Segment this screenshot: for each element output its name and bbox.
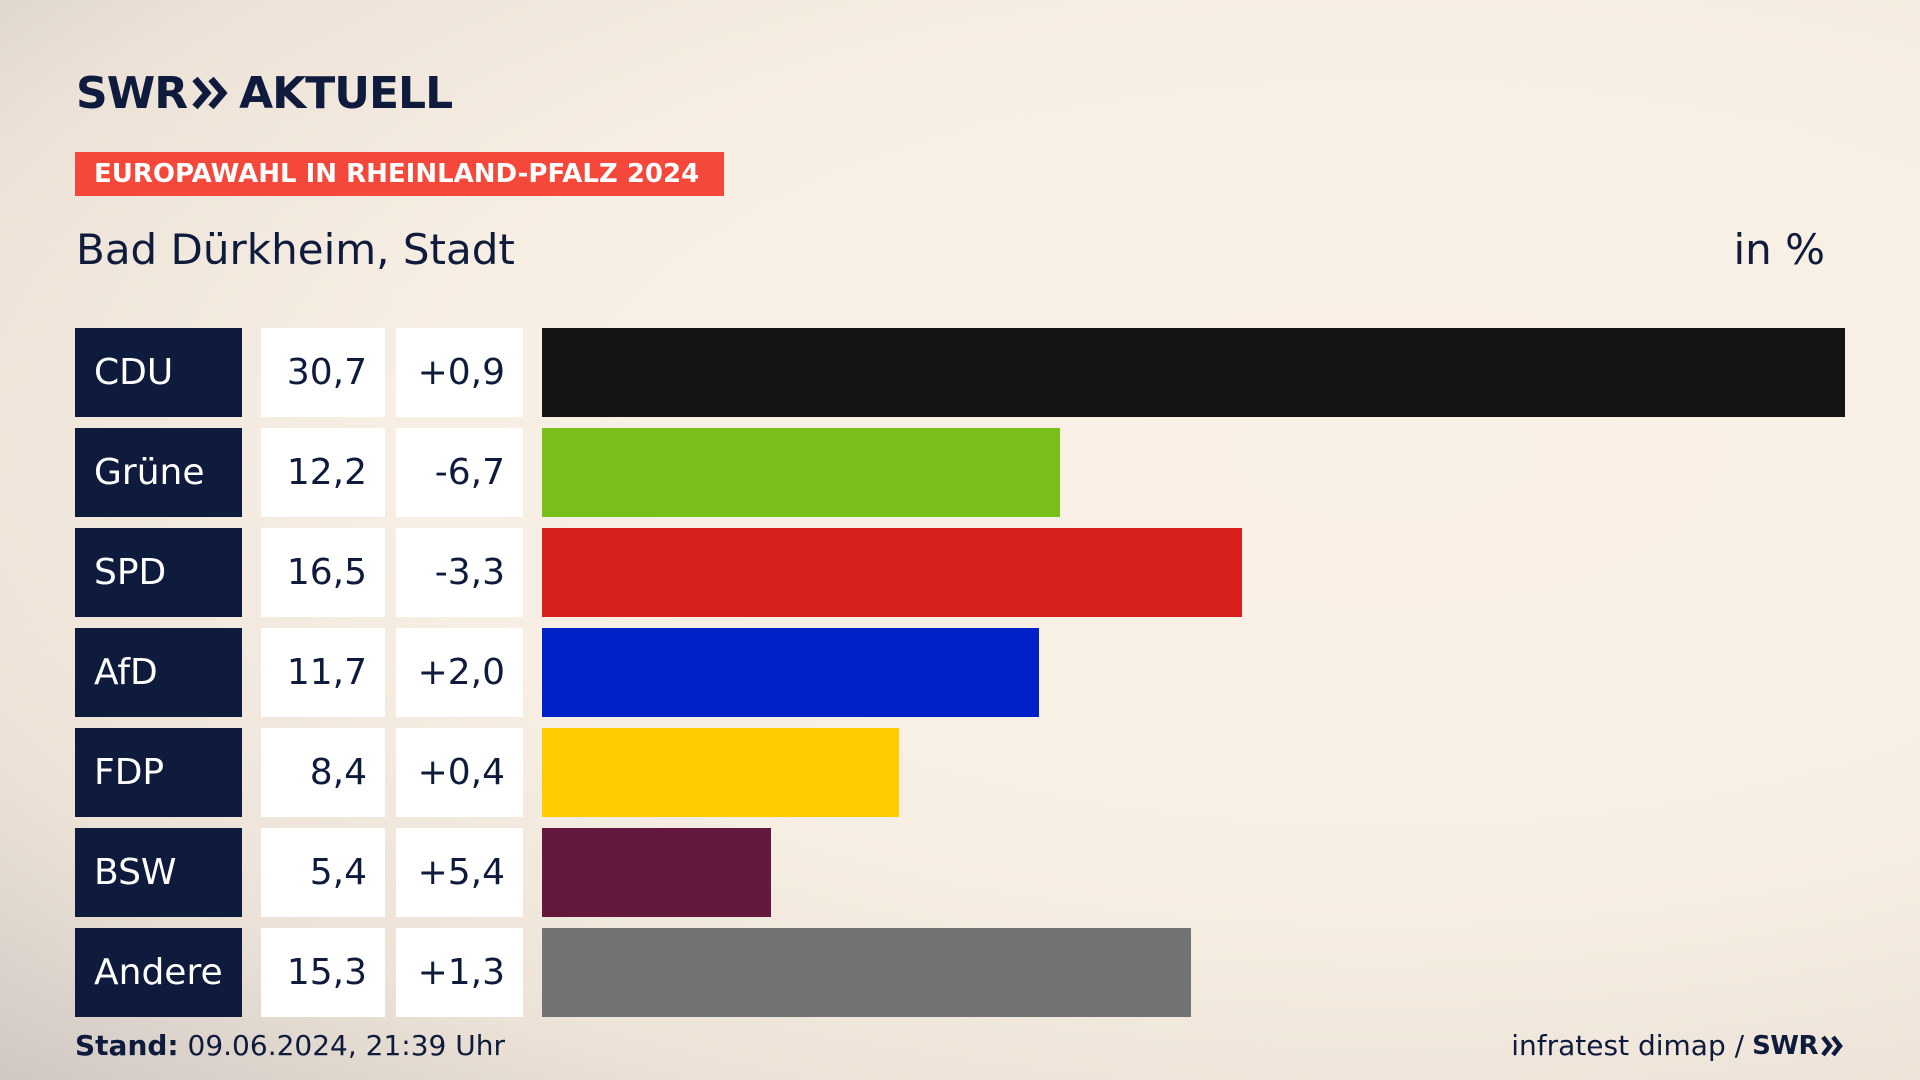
bar <box>542 928 1191 1017</box>
value-label: 8,4 <box>261 728 385 817</box>
value-label: 5,4 <box>261 828 385 917</box>
bar <box>542 428 1060 517</box>
value-label: 11,7 <box>261 628 385 717</box>
value-label: 30,7 <box>261 328 385 417</box>
diff-label: +1,3 <box>396 928 523 1017</box>
bar <box>542 728 899 817</box>
diff-label: +0,9 <box>396 328 523 417</box>
double-chevron-icon <box>1821 1035 1843 1057</box>
diff-label: +0,4 <box>396 728 523 817</box>
source-brand: SWR <box>1752 1031 1818 1061</box>
party-label: Andere <box>75 928 242 1017</box>
bar <box>542 628 1039 717</box>
diff-label: +5,4 <box>396 828 523 917</box>
diff-label: -6,7 <box>396 428 523 517</box>
double-chevron-icon <box>192 76 228 110</box>
stand-value: 09.06.2024, 21:39 Uhr <box>187 1029 505 1062</box>
result-row: SPD 16,5 -3,3 <box>75 528 1845 617</box>
diff-label: -3,3 <box>396 528 523 617</box>
party-label: FDP <box>75 728 242 817</box>
party-label: Grüne <box>75 428 242 517</box>
bar <box>542 328 1845 417</box>
region-title: Bad Dürkheim, Stadt <box>76 225 515 274</box>
source-credit: infratest dimap / SWR <box>1511 1030 1844 1062</box>
result-row: FDP 8,4 +0,4 <box>75 728 1845 817</box>
logo-brand: SWR <box>76 67 188 119</box>
result-row: AfD 11,7 +2,0 <box>75 628 1845 717</box>
value-label: 16,5 <box>261 528 385 617</box>
election-tag: EUROPAWAHL IN RHEINLAND-PFALZ 2024 <box>75 152 724 196</box>
timestamp: Stand: 09.06.2024, 21:39 Uhr <box>75 1030 505 1062</box>
result-row: CDU 30,7 +0,9 <box>75 328 1845 417</box>
party-label: SPD <box>75 528 242 617</box>
party-label: AfD <box>75 628 242 717</box>
bar <box>542 528 1242 617</box>
value-label: 12,2 <box>261 428 385 517</box>
party-label: CDU <box>75 328 242 417</box>
logo-product: AKTUELL <box>239 67 453 119</box>
result-row: BSW 5,4 +5,4 <box>75 828 1845 917</box>
result-row: Grüne 12,2 -6,7 <box>75 428 1845 517</box>
value-label: 15,3 <box>261 928 385 1017</box>
party-label: BSW <box>75 828 242 917</box>
unit-label: in % <box>1733 225 1825 274</box>
diff-label: +2,0 <box>396 628 523 717</box>
swr-aktuell-logo: SWR AKTUELL <box>76 67 453 119</box>
result-row: Andere 15,3 +1,3 <box>75 928 1845 1017</box>
source-label: infratest dimap / <box>1511 1029 1745 1062</box>
bar <box>542 828 771 917</box>
stand-label: Stand: <box>75 1029 179 1062</box>
